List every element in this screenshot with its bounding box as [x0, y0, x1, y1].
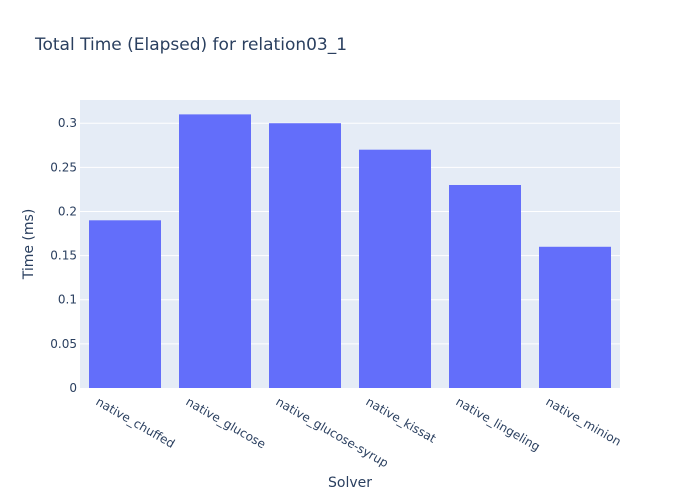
y-tick-label: 0	[69, 381, 77, 395]
x-tick-label: native_minion	[544, 394, 624, 448]
x-axis-label: Solver	[328, 475, 372, 491]
y-tick-label: 0.3	[58, 116, 77, 130]
y-tick-label: 0.15	[50, 249, 77, 263]
chart-title: Total Time (Elapsed) for relation03_1	[34, 35, 347, 55]
bar-native_lingeling[interactable]	[449, 184, 521, 388]
gridlines	[80, 122, 620, 345]
bar-native_glucose-syrup[interactable]	[269, 123, 341, 388]
bar-native_chuffed[interactable]	[89, 220, 161, 388]
bars	[89, 114, 611, 389]
x-tick-label: native_lingeling	[454, 394, 543, 453]
x-tick-label: native_chuffed	[94, 394, 178, 450]
y-tick-label: 0.25	[50, 160, 77, 174]
y-tick-label: 0.05	[50, 337, 77, 351]
bar-native_glucose[interactable]	[179, 114, 251, 389]
x-axis-ticks: native_chuffed native_glucose native_gluco…	[94, 394, 624, 470]
x-tick-label: native_glucose	[184, 394, 269, 451]
y-axis-label: Time (ms)	[21, 209, 37, 281]
y-axis-ticks: 0 0.05 0.1 0.15 0.2 0.25 0.3	[50, 116, 77, 395]
bar-native_minion[interactable]	[539, 246, 611, 388]
bar-native_kissat[interactable]	[359, 149, 431, 388]
plot-background	[80, 100, 620, 388]
y-tick-label: 0.1	[58, 293, 77, 307]
y-tick-label: 0.2	[58, 204, 77, 218]
x-tick-label: native_kissat	[364, 394, 439, 445]
